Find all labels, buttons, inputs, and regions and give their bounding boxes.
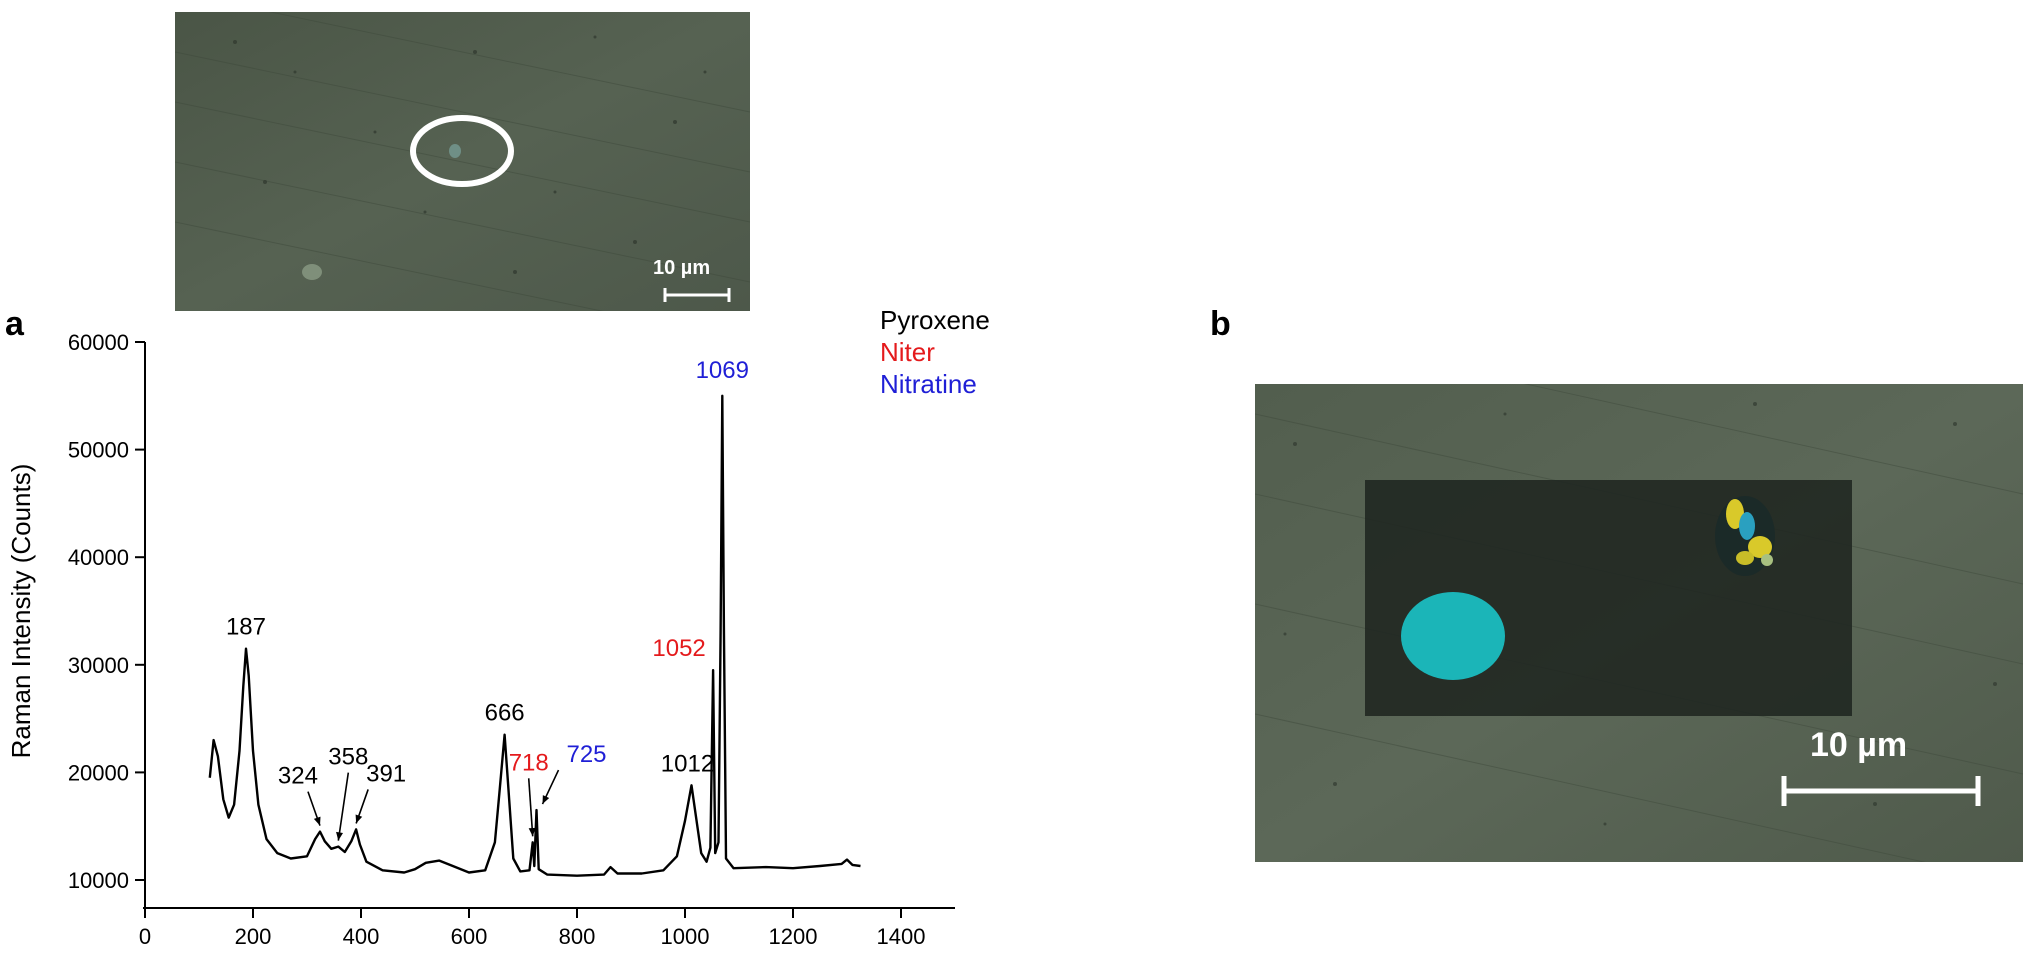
x-tick-label: 600 [451,924,488,949]
x-tick-label: 1200 [769,924,818,949]
peak-arrowhead-718 [528,827,536,837]
x-tick-label: 200 [235,924,272,949]
panel-b-scale-bar-label: 10 µm [1810,726,1908,764]
top-scale-bar [663,288,731,302]
peak-label-324: 324 [278,763,318,790]
raman-spectrum-chart: 10000 20000 30000 40000 50000 60000 0 200 400 600… [6,330,955,968]
legend-pyroxene: Pyroxene [880,305,990,335]
peak-label-1052: 1052 [652,635,705,662]
peak-label-391: 391 [366,760,406,787]
peak-label-187: 187 [226,614,266,641]
panel-label-b: b [1210,305,1231,343]
spectrum-line-0 [208,394,861,877]
panel-b-scale-bar [1781,776,1981,806]
peak-arrowhead-391 [355,814,363,824]
legend-nitratine: Nitratine [880,369,977,399]
highlight-circle [410,115,514,187]
x-tick-label: 800 [559,924,596,949]
y-tick-label: 10000 [68,868,129,893]
y-tick-label: 20000 [68,760,129,785]
top-micrograph: 10 µm [175,12,750,311]
y-tick-label: 60000 [68,330,129,355]
peak-label-358: 358 [328,744,368,771]
peak-label-725: 725 [566,741,606,768]
x-tick-label: 400 [343,924,380,949]
peak-label-1069: 1069 [696,357,749,384]
peak-arrow-718 [527,778,534,837]
peak-arrowhead-358 [336,831,343,841]
peak-label-718: 718 [509,749,549,776]
y-tick-label: 40000 [68,545,129,570]
x-tick-label: 1000 [661,924,710,949]
peak-arrowhead-725 [542,795,550,805]
x-tick-label: 0 [139,924,151,949]
peak-arrow-358 [337,772,350,841]
peak-label-1012: 1012 [661,750,714,777]
legend-niter: Niter [880,337,935,367]
top-scale-bar-label: 10 µm [653,257,711,279]
x-tick-label: 1400 [877,924,926,949]
panel-label-a: a [5,305,24,343]
peak-label-666: 666 [485,700,525,727]
peak-arrowhead-324 [313,816,321,826]
y-axis-label: Raman Intensity (Counts) [6,464,36,759]
y-tick-label: 50000 [68,438,129,463]
panel-b-micrograph: 10 µm [1255,384,2023,862]
y-tick-label: 30000 [68,653,129,678]
